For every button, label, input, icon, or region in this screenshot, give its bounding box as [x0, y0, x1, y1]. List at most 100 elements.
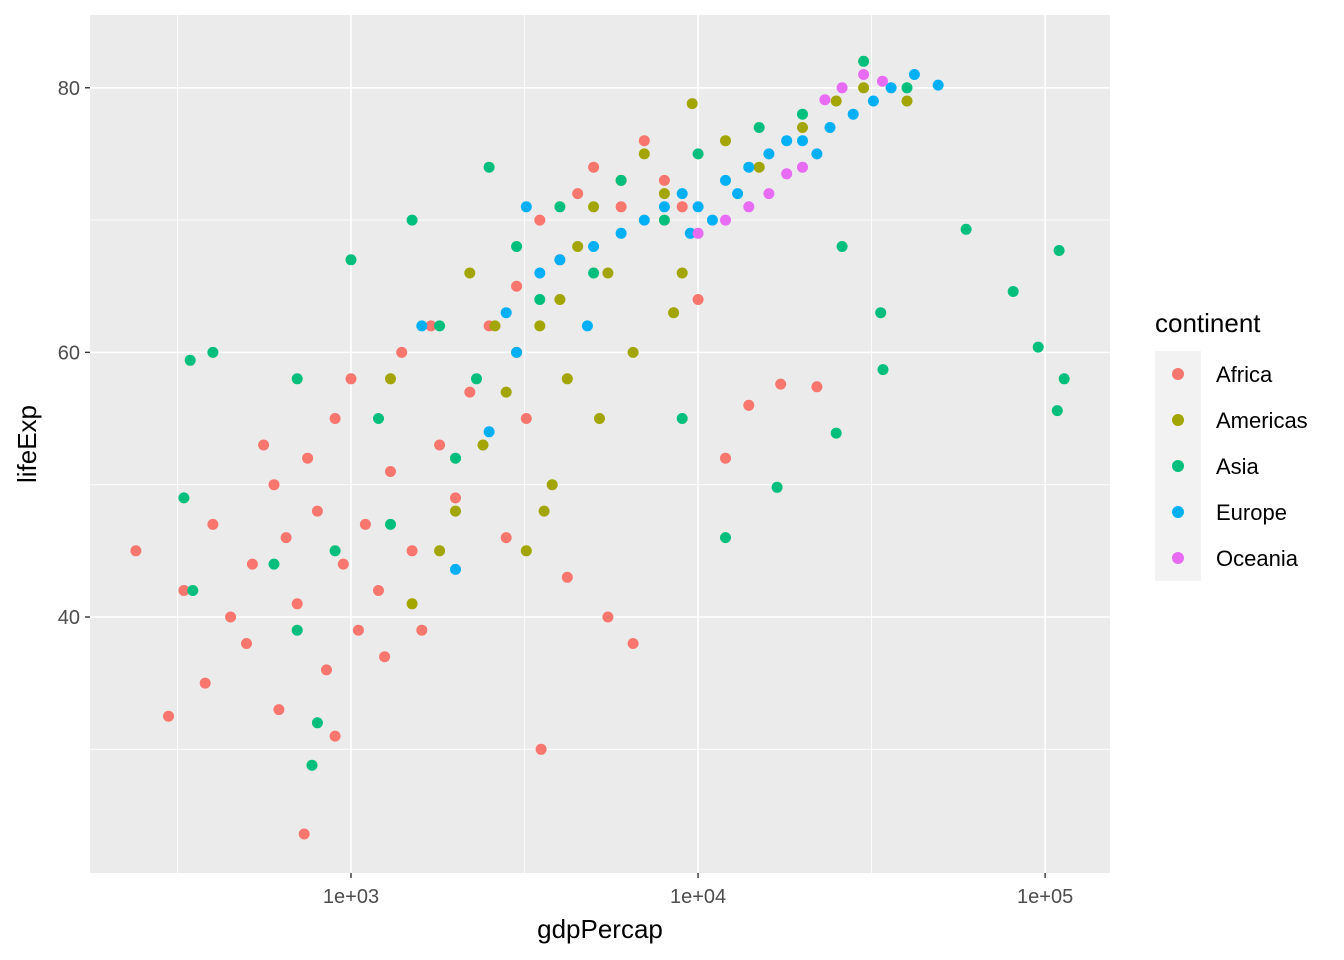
point-asia	[1053, 245, 1065, 256]
point-africa	[676, 201, 688, 213]
point-africa	[329, 730, 341, 742]
point-africa	[396, 346, 408, 358]
point-africa	[321, 664, 332, 676]
point-africa	[658, 174, 670, 186]
point-asia	[434, 320, 446, 332]
point-asia	[771, 481, 783, 493]
point-africa	[775, 378, 787, 390]
point-africa	[163, 710, 174, 722]
point-africa	[178, 585, 190, 596]
point-americas	[538, 505, 550, 517]
legend-key-oceania	[1172, 552, 1184, 564]
point-europe	[581, 320, 593, 332]
point-africa	[500, 532, 512, 544]
legend-title: continent	[1155, 308, 1261, 338]
point-europe	[908, 69, 920, 80]
point-asia	[720, 532, 731, 544]
point-africa	[534, 214, 546, 226]
point-asia	[373, 413, 384, 424]
point-asia	[901, 82, 913, 94]
point-americas	[450, 505, 461, 517]
x-tick-label: 1e+05	[1017, 886, 1073, 908]
point-africa	[345, 373, 357, 385]
point-americas	[588, 201, 600, 213]
point-europe	[932, 79, 944, 91]
point-africa	[638, 135, 650, 147]
point-americas	[753, 161, 765, 173]
point-africa	[425, 320, 437, 332]
point-americas	[434, 545, 446, 557]
point-africa	[464, 386, 476, 398]
point-europe	[638, 214, 650, 226]
point-asia	[483, 161, 495, 173]
point-asia	[471, 373, 482, 385]
point-oceania	[858, 69, 870, 80]
point-asia	[588, 267, 600, 279]
point-europe	[520, 201, 532, 213]
point-americas	[627, 346, 639, 358]
point-asia	[207, 346, 219, 358]
point-africa	[311, 505, 323, 517]
point-europe	[885, 82, 897, 94]
y-tick-label: 60	[58, 342, 80, 364]
point-asia	[692, 148, 704, 160]
point-oceania	[743, 201, 755, 213]
legend-key-americas	[1172, 414, 1184, 426]
point-africa	[450, 492, 461, 504]
point-asia	[830, 427, 842, 439]
point-europe	[511, 346, 523, 358]
point-oceania	[836, 82, 848, 94]
point-asia	[268, 558, 280, 570]
point-africa	[692, 294, 704, 305]
point-asia	[1058, 373, 1070, 385]
point-europe	[692, 201, 704, 213]
point-asia	[875, 307, 887, 319]
point-africa	[602, 611, 614, 623]
x-tick-label: 1e+04	[670, 886, 726, 908]
point-americas	[658, 188, 670, 200]
point-africa	[302, 452, 314, 464]
point-americas	[668, 307, 680, 319]
point-africa	[434, 439, 446, 451]
point-asia	[385, 518, 396, 530]
point-africa	[406, 545, 418, 557]
axes: 1e+03 1e+04 1e+05 40 60 80	[58, 78, 1073, 908]
point-asia	[836, 241, 848, 252]
y-tick-label: 40	[58, 607, 80, 629]
point-americas	[686, 98, 698, 110]
point-europe	[824, 122, 836, 133]
point-europe	[847, 108, 859, 120]
point-africa	[280, 532, 292, 544]
point-europe	[867, 95, 879, 107]
point-europe	[554, 254, 566, 266]
point-asia	[187, 585, 199, 596]
point-americas	[500, 386, 512, 398]
point-asia	[797, 108, 808, 120]
point-europe	[763, 148, 775, 160]
point-americas	[477, 439, 489, 451]
point-americas	[797, 122, 808, 133]
point-europe	[615, 227, 627, 239]
y-axis-title: lifeExp	[12, 405, 42, 483]
point-africa	[225, 611, 237, 623]
point-africa	[199, 677, 211, 689]
point-europe	[416, 320, 428, 332]
point-asia	[311, 717, 323, 729]
point-africa	[273, 704, 285, 716]
point-europe	[483, 426, 495, 438]
point-africa	[811, 381, 823, 393]
point-africa	[246, 558, 258, 570]
point-americas	[561, 373, 573, 385]
point-africa	[588, 161, 600, 173]
point-africa	[720, 452, 731, 464]
point-europe	[676, 188, 688, 200]
point-africa	[258, 439, 270, 451]
point-asia	[306, 759, 318, 771]
point-europe	[684, 227, 696, 239]
point-europe	[588, 241, 600, 252]
point-africa	[520, 413, 532, 424]
point-americas	[594, 413, 605, 424]
point-asia	[511, 241, 523, 252]
point-americas	[638, 148, 650, 160]
y-tick-label: 80	[58, 78, 80, 100]
